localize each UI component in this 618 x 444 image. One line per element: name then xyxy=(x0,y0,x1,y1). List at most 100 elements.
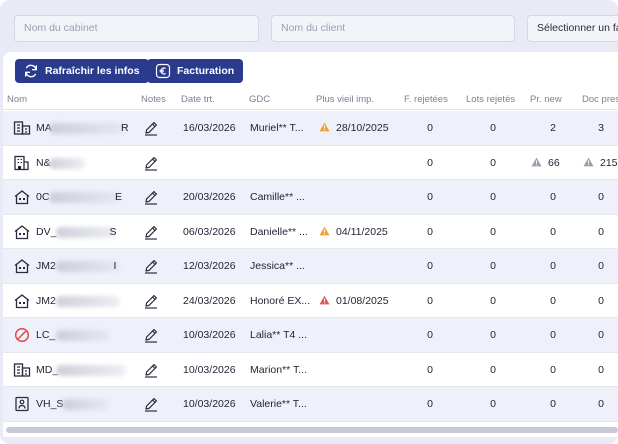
doc-pres-count: 3 xyxy=(598,122,604,134)
client-name-prefix[interactable]: N& xyxy=(36,156,51,169)
table-row[interactable]: MA R 16/03/2026 Muriel** T... 28/10/2025 0 0 2 3 xyxy=(3,111,618,146)
client-name-redacted xyxy=(49,192,121,203)
edit-note-icon[interactable] xyxy=(143,189,159,208)
rejected-batches-count: 0 xyxy=(490,225,496,238)
filter-select[interactable]: Sélectionner un fa xyxy=(527,15,618,42)
edit-note-icon[interactable] xyxy=(143,120,159,139)
pr-new-count: 0 xyxy=(550,363,556,376)
billing-button[interactable]: Facturation xyxy=(147,59,244,83)
column-header-date[interactable]: Date trt. xyxy=(181,94,215,105)
gdc-name: Honoré EX... xyxy=(250,294,311,307)
column-header-notes[interactable]: Notes xyxy=(141,94,166,105)
client-name-redacted xyxy=(55,330,110,341)
table-row[interactable]: LC_ 10/03/2026 Lalia** T4 ... 0 0 0 0 xyxy=(3,318,618,353)
edit-note-icon[interactable] xyxy=(143,396,159,415)
pr-new-count: 2 xyxy=(550,122,556,134)
client-name-redacted xyxy=(55,226,116,238)
table-row[interactable]: DV_ S 06/03/2026 Danielle** ... 04/11/2025 0 0… xyxy=(3,215,618,249)
doc-pres-count: 0 xyxy=(598,363,604,376)
house-icon xyxy=(13,258,31,277)
processing-date: 16/03/2026 xyxy=(183,122,236,134)
doc-pres-count: 0 xyxy=(598,398,604,410)
rejected-invoices-count: 0 xyxy=(427,329,433,341)
table-row[interactable]: JM2 I 12/03/2026 Jessica** ... 0 0 0 0 xyxy=(3,249,618,284)
rejected-batches-count: 0 xyxy=(490,363,496,376)
client-name-prefix[interactable]: JM2 xyxy=(36,260,56,272)
client-name-prefix[interactable]: MA xyxy=(36,122,52,134)
client-name-prefix[interactable]: 0C xyxy=(36,191,50,203)
processing-date: 10/03/2026 xyxy=(183,398,236,410)
rejected-batches-count: 0 xyxy=(490,191,496,203)
refresh-button-label: Rafraîchir les infos xyxy=(45,65,140,77)
rejected-invoices-count: 0 xyxy=(427,225,433,238)
house-icon xyxy=(13,224,31,243)
client-name-redacted xyxy=(49,157,85,169)
edit-note-icon[interactable] xyxy=(143,293,159,312)
rejected-batches-count: 0 xyxy=(490,294,496,307)
client-name-prefix[interactable]: LC_ xyxy=(36,329,56,341)
gdc-name: Valerie** T... xyxy=(250,398,307,410)
gdc-name: Marion** T... xyxy=(250,363,307,376)
billing-button-label: Facturation xyxy=(177,65,235,77)
rejected-batches-count: 0 xyxy=(490,260,496,272)
edit-note-icon[interactable] xyxy=(143,327,159,346)
horizontal-scrollbar[interactable] xyxy=(6,427,618,433)
doc-pres-count: 0 xyxy=(598,191,604,203)
rejected-invoices-count: 0 xyxy=(427,294,433,307)
table-row[interactable]: VH_S 10/03/2026 Valerie** T... 0 0 0 0 xyxy=(3,387,618,422)
rejected-invoices-count: 0 xyxy=(427,363,433,376)
column-header-nom[interactable]: Nom xyxy=(7,94,28,105)
client-name-redacted xyxy=(62,399,108,410)
rejected-invoices-count: 0 xyxy=(427,191,433,203)
rejected-invoices-count: 0 xyxy=(427,260,433,272)
table-row[interactable]: MD_ 10/03/2026 Marion** T... 0 0 0 0 xyxy=(3,353,618,387)
oldest-unpaid: 04/11/2025 xyxy=(319,215,388,249)
processing-date: 10/03/2026 xyxy=(183,363,236,376)
processing-date: 10/03/2026 xyxy=(183,329,236,341)
processing-date: 06/03/2026 xyxy=(183,225,236,238)
edit-note-icon[interactable] xyxy=(143,362,159,381)
building-icon xyxy=(13,362,31,381)
client-name-prefix[interactable]: MD_ xyxy=(36,363,59,376)
table-row[interactable]: JM2 24/03/2026 Honoré EX... 01/08/2025 0 0 0 0 xyxy=(3,284,618,318)
client-name-prefix[interactable]: VH_S xyxy=(36,398,64,410)
oldest-unpaid-date: 28/10/2025 xyxy=(336,122,389,134)
column-header-pr-new[interactable]: Pr. new xyxy=(530,94,562,105)
column-header-rejected-batches[interactable]: Lots rejetés xyxy=(466,94,516,105)
client-name-suffix: S xyxy=(109,225,117,238)
refresh-icon xyxy=(25,64,37,78)
client-name-input[interactable]: Nom du client xyxy=(271,15,515,42)
gdc-name: Jessica** ... xyxy=(250,260,305,272)
pr-new-count: 0 xyxy=(550,260,556,272)
pr-new-count: 0 xyxy=(550,294,556,307)
doc-pres-count: 0 xyxy=(598,329,604,341)
pr-new-count: 0 xyxy=(550,191,556,203)
processing-date: 20/03/2026 xyxy=(183,191,236,203)
client-name-suffix: R xyxy=(121,122,129,134)
office-building-icon xyxy=(13,155,31,174)
client-name-prefix[interactable]: DV_ xyxy=(36,225,57,238)
client-name-suffix: I xyxy=(113,260,117,272)
euro-icon xyxy=(155,63,171,79)
building-icon xyxy=(13,120,31,139)
filter-bar: Nom du cabinet Nom du client Sélectionne… xyxy=(0,0,618,52)
rejected-batches-count: 0 xyxy=(490,398,496,410)
edit-note-icon[interactable] xyxy=(143,224,159,243)
table-row[interactable]: 0C E 20/03/2026 Camille** ... 0 0 0 0 xyxy=(3,180,618,215)
rejected-batches-count: 0 xyxy=(490,122,496,134)
rejected-invoices-count: 0 xyxy=(427,156,433,169)
edit-note-icon[interactable] xyxy=(143,258,159,277)
column-header-oldest[interactable]: Plus vieil imp. xyxy=(316,94,375,105)
doc-pres-count: 0 xyxy=(598,294,604,307)
refresh-button[interactable]: Rafraîchir les infos xyxy=(15,59,149,83)
oldest-unpaid: 28/10/2025 xyxy=(319,111,389,145)
column-header-gdc[interactable]: GDC xyxy=(249,94,271,105)
table-row[interactable]: N& 0 0 66 215 xyxy=(3,146,618,180)
client-name-prefix[interactable]: JM2 xyxy=(36,294,56,307)
column-header-doc-pres[interactable]: Doc pres xyxy=(582,94,618,105)
column-header-rejected-invoices[interactable]: F. rejetées xyxy=(404,94,448,105)
edit-note-icon[interactable] xyxy=(143,155,159,174)
pr-new-count: 0 xyxy=(550,398,556,410)
cabinet-name-input[interactable]: Nom du cabinet xyxy=(14,15,259,42)
